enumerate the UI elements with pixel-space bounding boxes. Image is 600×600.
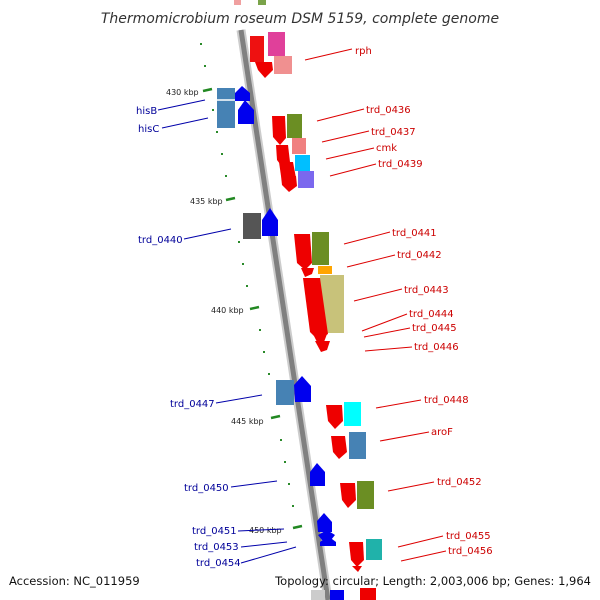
gene-trd-0440[interactable] [243, 208, 278, 239]
scale-tick-440: 440 kbp [211, 306, 244, 315]
label-trd-0445: trd_0445 [412, 323, 457, 334]
genome-backbone [234, 28, 335, 600]
label-hisc: hisC [138, 124, 159, 135]
gene-trd-0450[interactable] [310, 463, 325, 486]
map-title: Thermomicrobium roseum DSM 5159, complet… [101, 11, 499, 27]
genome-summary-text: Topology: circular; Length: 2,003,006 bp… [274, 574, 591, 588]
scale-tick-445: 445 kbp [231, 417, 264, 426]
gene-trd-0447[interactable] [276, 376, 311, 405]
label-trd-0455: trd_0455 [446, 531, 491, 542]
label-cmk: cmk [376, 143, 397, 154]
label-trd-0447: trd_0447 [170, 399, 215, 410]
scale-tick-430: 430 kbp [166, 88, 199, 97]
label-trd-0440: trd_0440 [138, 235, 183, 246]
right-leader-lines [304, 48, 447, 562]
label-trd-0436: trd_0436 [366, 105, 411, 116]
label-trd-0437: trd_0437 [371, 127, 416, 138]
label-trd-0450: trd_0450 [184, 483, 229, 494]
gene-arof-cluster[interactable] [326, 402, 366, 459]
label-trd-0442: trd_0442 [397, 250, 442, 261]
scale-ruler [200, 43, 294, 507]
gene-rph-cluster[interactable] [250, 32, 292, 78]
label-rph: rph [355, 46, 372, 57]
left-leader-lines [157, 99, 297, 564]
gene-cmk-cluster[interactable] [272, 114, 314, 192]
gene-trd-0455-0456[interactable] [349, 539, 382, 572]
label-trd-0441: trd_0441 [392, 228, 437, 239]
gene-trd-0451-0454[interactable] [317, 513, 336, 546]
label-trd-0454: trd_0454 [196, 558, 241, 569]
label-trd-0439: trd_0439 [378, 159, 423, 170]
accession-text: Accession: NC_011959 [9, 574, 140, 588]
scale-tick-marks [202, 87, 303, 530]
label-trd-0452: trd_0452 [437, 477, 482, 488]
label-trd-0444: trd_0444 [409, 309, 454, 320]
gene-trd-0441-0446[interactable] [294, 232, 344, 352]
label-trd-0456: trd_0456 [448, 546, 493, 557]
label-hisb: hisB [136, 106, 157, 117]
label-trd-0448: trd_0448 [424, 395, 469, 406]
scale-tick-435: 435 kbp [190, 197, 223, 206]
label-arof: aroF [431, 427, 453, 438]
label-trd-0446: trd_0446 [414, 342, 459, 353]
label-trd-0453: trd_0453 [194, 542, 239, 553]
gene-his-cluster[interactable] [217, 86, 254, 128]
scale-tick-450: 450 kbp [249, 526, 282, 535]
label-trd-0443: trd_0443 [404, 285, 449, 296]
label-trd-0451: trd_0451 [192, 526, 237, 537]
gene-trd-0452[interactable] [340, 481, 374, 509]
